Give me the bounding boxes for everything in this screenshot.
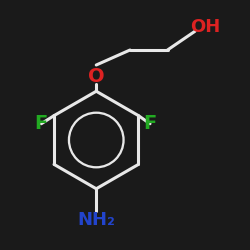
Text: F: F (144, 114, 156, 133)
Text: NH₂: NH₂ (77, 211, 115, 229)
Text: OH: OH (190, 18, 220, 36)
Text: O: O (88, 67, 104, 86)
Text: F: F (34, 114, 48, 133)
